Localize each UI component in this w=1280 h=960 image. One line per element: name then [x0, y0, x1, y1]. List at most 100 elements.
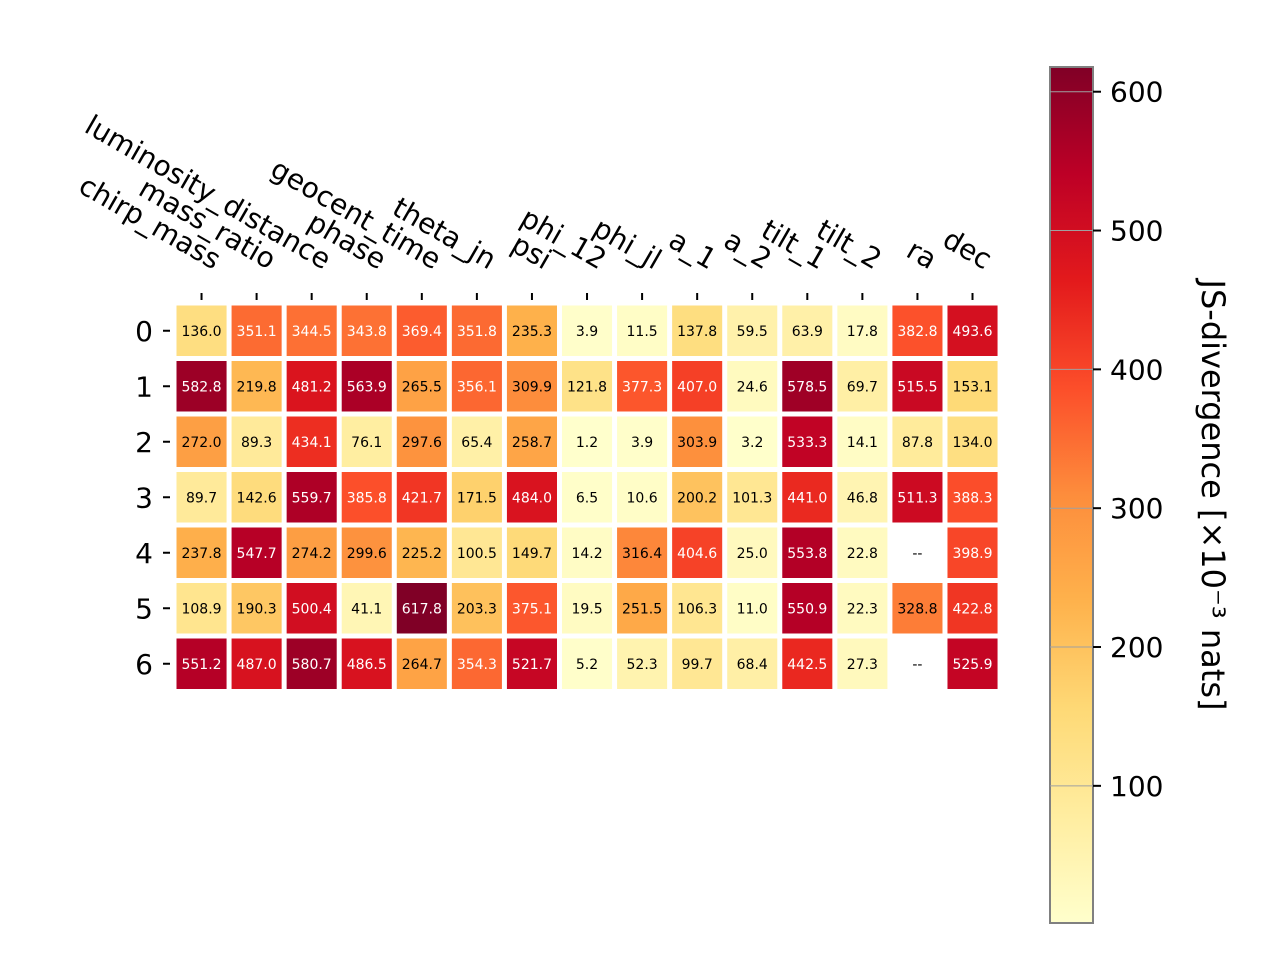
- heatmap-cell: [231, 472, 282, 523]
- colorbar-tick-label: 500: [1110, 215, 1163, 248]
- heatmap-cell: [672, 361, 723, 412]
- cell-value-label: 225.2: [402, 546, 442, 562]
- cell-value-label: 382.8: [897, 324, 937, 340]
- heatmap-cell: [617, 638, 668, 689]
- colorbar: 100 200 300 400 500 600 JS-divergence [×10⁻³ …: [1049, 66, 1232, 924]
- heatmap-cell: [506, 472, 557, 523]
- cell-value-label: 251.5: [622, 601, 662, 617]
- cell-value-label: 580.7: [292, 657, 332, 673]
- heatmap-cell: [837, 638, 888, 689]
- row-label: 2: [135, 426, 153, 459]
- cell-value-label: 153.1: [952, 379, 992, 395]
- heatmap-cell: [782, 416, 833, 467]
- heatmap-cell: [176, 472, 227, 523]
- heatmap-cell: [727, 416, 778, 467]
- heatmap-cell: [176, 305, 227, 356]
- heatmap-cell: [286, 638, 337, 689]
- cell-value-label: 41.1: [351, 601, 382, 617]
- cell-value-label: 19.5: [571, 601, 602, 617]
- cell-value-label: 274.2: [292, 546, 332, 562]
- colorbar-title: JS-divergence [×10⁻³ nats]: [1194, 278, 1232, 711]
- cell-value-label: 551.2: [181, 657, 221, 673]
- cell-value-label: 89.3: [241, 435, 272, 451]
- heatmap-cell: [947, 472, 998, 523]
- row-label: 5: [135, 592, 153, 625]
- cell-value-label: 3.2: [741, 435, 763, 451]
- heatmap-cell: [396, 472, 447, 523]
- cell-value-label: 398.9: [952, 546, 992, 562]
- heatmap-cell: [341, 583, 392, 634]
- cell-value-label: 219.8: [237, 379, 277, 395]
- cell-value-label: 385.8: [347, 490, 387, 506]
- heatmap-cell: [451, 638, 502, 689]
- cell-value-label: 203.3: [457, 601, 497, 617]
- cell-value-label: 142.6: [237, 490, 277, 506]
- heatmap-cell: [506, 638, 557, 689]
- colorbar-gradient: [1049, 66, 1094, 924]
- heatmap-cell: [286, 472, 337, 523]
- cell-value-label: 14.2: [571, 546, 602, 562]
- heatmap-cell: [672, 305, 723, 356]
- cell-value-label: 46.8: [847, 490, 878, 506]
- heatmap-cell: [451, 305, 502, 356]
- heatmap-cell: [672, 638, 723, 689]
- heatmap-cell: [451, 472, 502, 523]
- heatmap-cell: [892, 305, 943, 356]
- heatmap-cell: [672, 472, 723, 523]
- heatmap-cell: [561, 472, 613, 523]
- cell-value-label: 149.7: [512, 546, 552, 562]
- cell-value-label: 25.0: [737, 546, 768, 562]
- colorbar-tick-label: 100: [1110, 770, 1163, 803]
- heatmap-cell: [892, 416, 943, 467]
- cell-value-label: 533.3: [787, 435, 827, 451]
- cell-value-label: 89.7: [186, 490, 217, 506]
- cell-value-label: 106.3: [677, 601, 717, 617]
- heatmap-cell: [837, 527, 888, 578]
- colorbar-tick-label: 300: [1110, 492, 1163, 525]
- cell-value-label: 10.6: [627, 490, 658, 506]
- cell-value-label: 264.7: [402, 657, 442, 673]
- heatmap-cell: [176, 361, 227, 412]
- heatmap-cell: [672, 527, 723, 578]
- heatmap-cell: [782, 361, 833, 412]
- heatmap-cell: [286, 305, 337, 356]
- heatmap-cell: [892, 361, 943, 412]
- cell-value-label: 484.0: [512, 490, 552, 506]
- heatmap-cell: [231, 638, 282, 689]
- cell-value-label: 547.7: [237, 546, 277, 562]
- cell-value-label: 68.4: [737, 657, 768, 673]
- cell-value-label: 481.2: [292, 379, 332, 395]
- row-label: 3: [135, 481, 153, 514]
- cell-value-label: 559.7: [292, 490, 332, 506]
- heatmap-cell: [947, 416, 998, 467]
- heatmap-cell: [892, 472, 943, 523]
- heatmap-cell: [837, 583, 888, 634]
- heatmap-cell: [396, 638, 447, 689]
- heatmap-cell: [617, 416, 668, 467]
- cell-value-label: 11.5: [627, 324, 658, 340]
- heatmap-cell: [561, 583, 613, 634]
- cell-value-label: 108.9: [181, 601, 221, 617]
- heatmap-cell: [947, 361, 998, 412]
- cell-value-label: 563.9: [347, 379, 387, 395]
- column-label: ra: [901, 233, 942, 276]
- heatmap-cell: [947, 583, 998, 634]
- cell-value-label: 442.5: [787, 657, 827, 673]
- heatmap-cell: [396, 305, 447, 356]
- heatmap-cell: [286, 361, 337, 412]
- heatmap-cell: [947, 638, 998, 689]
- cell-value-label: 237.8: [181, 546, 221, 562]
- heatmap-cell: [782, 527, 833, 578]
- cell-value-label: 369.4: [402, 324, 442, 340]
- row-labels: 0 1 2 3 4 5 6: [135, 315, 153, 681]
- cell-value-label: 343.8: [347, 324, 387, 340]
- heatmap-cell: [231, 583, 282, 634]
- heatmap-cell: [341, 361, 392, 412]
- heatmap-cell: [727, 361, 778, 412]
- heatmap-cell: [672, 583, 723, 634]
- cell-value-label: 515.5: [897, 379, 937, 395]
- cell-value-label: 617.8: [402, 601, 442, 617]
- heatmap-cell: [506, 361, 557, 412]
- heatmap-cell: [451, 361, 502, 412]
- heatmap-cell: [782, 583, 833, 634]
